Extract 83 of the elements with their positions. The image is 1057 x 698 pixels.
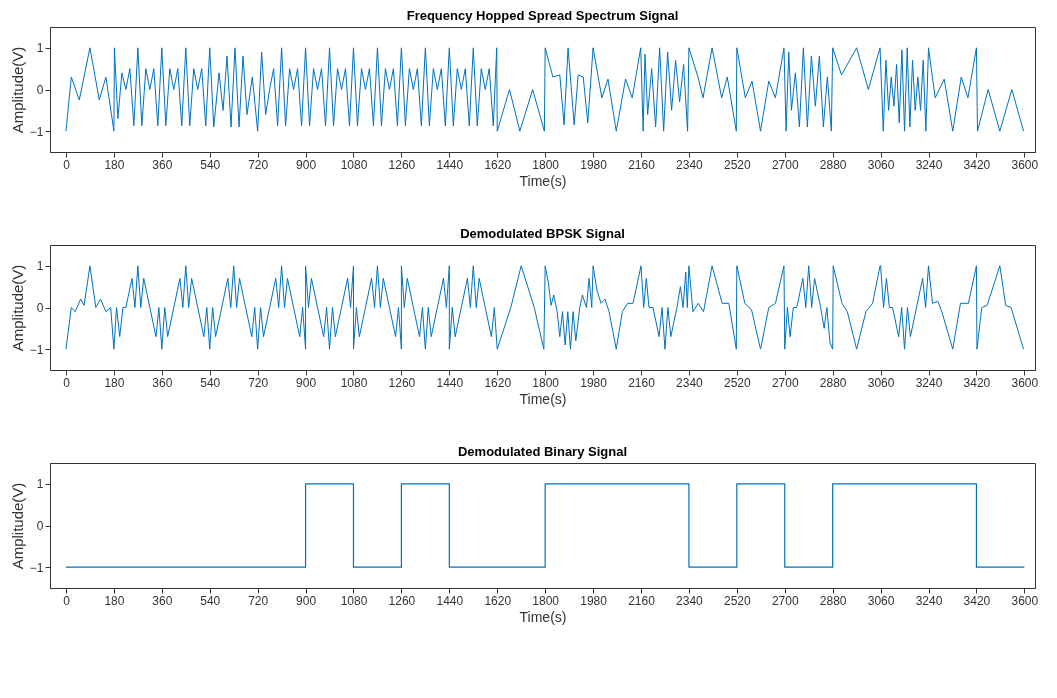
x-tick-label: 3420 bbox=[963, 375, 991, 390]
x-tick-label: 2880 bbox=[819, 593, 847, 608]
x-tick-label: 900 bbox=[296, 375, 317, 390]
x-tick-label: 900 bbox=[296, 593, 317, 608]
x-tick-label: 3240 bbox=[915, 375, 943, 390]
y-tick-label: 1 bbox=[36, 477, 44, 492]
x-tick-label: 1080 bbox=[340, 375, 368, 390]
x-tick-label: 3060 bbox=[867, 157, 895, 172]
x-tick-label: 720 bbox=[248, 593, 269, 608]
y-axis-title: Amplitude(V) bbox=[8, 46, 26, 134]
y-tick-label: 1 bbox=[36, 41, 44, 56]
x-tick-label: 2160 bbox=[628, 375, 656, 390]
x-axis-title: Time(s) bbox=[519, 390, 567, 407]
chart-title: Demodulated Binary Signal bbox=[457, 444, 628, 459]
x-tick-label: 1980 bbox=[580, 157, 608, 172]
x-tick-label: 3600 bbox=[1011, 157, 1039, 172]
x-tick-label: 900 bbox=[296, 157, 317, 172]
chart-title: Demodulated BPSK Signal bbox=[460, 226, 625, 241]
y-tick-label: 0 bbox=[36, 301, 44, 315]
x-tick-label: 3420 bbox=[963, 157, 991, 172]
y-tick-label: 1 bbox=[36, 259, 44, 274]
x-tick-label: 2160 bbox=[628, 157, 656, 172]
x-tick-label: 720 bbox=[248, 157, 269, 172]
x-tick-label: 1800 bbox=[532, 593, 560, 608]
x-tick-label: 1260 bbox=[388, 375, 416, 390]
x-tick-label: 360 bbox=[152, 157, 173, 172]
y-axis-title: Amplitude(V) bbox=[8, 482, 26, 570]
x-tick-label: 3240 bbox=[915, 157, 943, 172]
x-tick-label: 1620 bbox=[484, 375, 512, 390]
x-tick-label: 180 bbox=[104, 593, 125, 608]
x-tick-label: 3420 bbox=[963, 593, 991, 608]
x-tick-label: 0 bbox=[63, 375, 71, 390]
x-tick-label: 180 bbox=[104, 375, 125, 390]
x-tick-label: 540 bbox=[200, 593, 221, 608]
y-tick-label: −1 bbox=[29, 560, 44, 575]
x-tick-label: 2160 bbox=[628, 593, 656, 608]
y-tick-label: 0 bbox=[36, 83, 44, 97]
x-tick-label: 0 bbox=[63, 157, 71, 172]
x-tick-label: 2880 bbox=[819, 375, 847, 390]
x-tick-label: 1980 bbox=[580, 375, 608, 390]
x-tick-label: 0 bbox=[63, 593, 71, 608]
x-tick-label: 1980 bbox=[580, 593, 608, 608]
x-tick-label: 1800 bbox=[532, 375, 560, 390]
x-tick-label: 2700 bbox=[771, 157, 799, 172]
x-tick-label: 2520 bbox=[723, 157, 752, 172]
x-tick-label: 1080 bbox=[340, 157, 368, 172]
x-tick-label: 3060 bbox=[867, 593, 895, 608]
chart-title: Frequency Hopped Spread Spectrum Signal bbox=[406, 8, 679, 23]
y-axis-title: Amplitude(V) bbox=[8, 264, 26, 352]
x-tick-label: 3600 bbox=[1011, 593, 1039, 608]
x-tick-label: 3240 bbox=[915, 593, 943, 608]
line-series bbox=[65, 265, 1025, 350]
x-tick-label: 1080 bbox=[340, 593, 368, 608]
x-tick-label: 3060 bbox=[867, 375, 895, 390]
x-tick-label: 2520 bbox=[723, 593, 752, 608]
x-tick-label: 1260 bbox=[388, 593, 416, 608]
y-tick-label: 0 bbox=[36, 519, 44, 533]
x-tick-label: 1440 bbox=[436, 593, 464, 608]
x-tick-label: 720 bbox=[248, 375, 269, 390]
line-series bbox=[65, 47, 1025, 132]
x-tick-label: 2700 bbox=[771, 593, 799, 608]
x-tick-label: 1620 bbox=[484, 593, 512, 608]
x-tick-label: 360 bbox=[152, 375, 173, 390]
x-tick-label: 1620 bbox=[484, 157, 512, 172]
x-tick-label: 2340 bbox=[676, 375, 704, 390]
x-tick-label: 1440 bbox=[436, 375, 464, 390]
x-tick-label: 540 bbox=[200, 157, 221, 172]
x-tick-label: 1260 bbox=[388, 157, 416, 172]
x-tick-label: 1440 bbox=[436, 157, 464, 172]
y-tick-label: −1 bbox=[29, 124, 44, 139]
x-tick-label: 2340 bbox=[676, 157, 704, 172]
x-tick-label: 1800 bbox=[532, 157, 560, 172]
x-tick-label: 2340 bbox=[676, 593, 704, 608]
x-tick-label: 180 bbox=[104, 157, 125, 172]
x-tick-label: 2700 bbox=[771, 375, 799, 390]
x-tick-label: 540 bbox=[200, 375, 221, 390]
x-tick-label: 2520 bbox=[723, 375, 752, 390]
x-tick-label: 360 bbox=[152, 593, 173, 608]
x-axis-title: Time(s) bbox=[519, 172, 567, 189]
y-tick-label: −1 bbox=[29, 342, 44, 357]
x-tick-label: 2880 bbox=[819, 157, 847, 172]
x-tick-label: 3600 bbox=[1011, 375, 1039, 390]
x-axis-title: Time(s) bbox=[519, 608, 567, 625]
